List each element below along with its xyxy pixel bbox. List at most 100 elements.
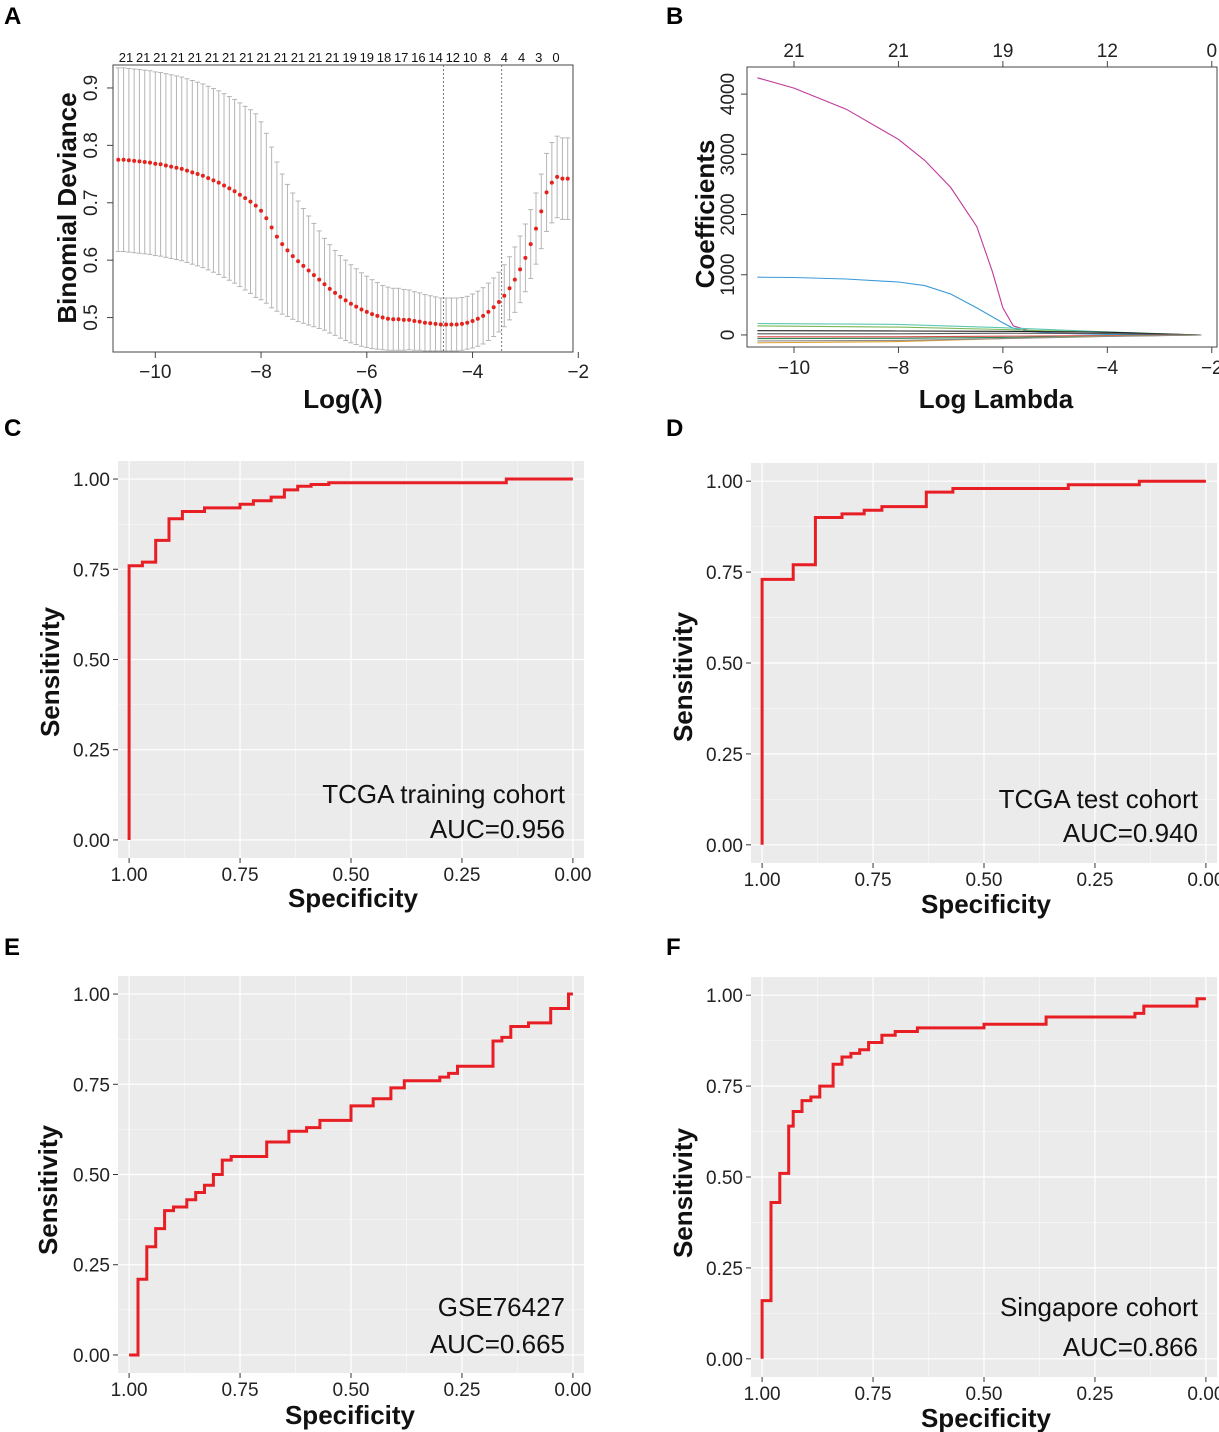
y-tick-label-0: 0: [718, 330, 739, 341]
cv-point-43: [343, 298, 348, 303]
x-tick-label-1: 0.75: [222, 865, 259, 886]
top-axis-label-1: 21: [136, 50, 150, 65]
cv-point-64: [454, 322, 459, 327]
y-tick-label-4: 1.00: [73, 985, 110, 1006]
top-axis-label-20: 10: [463, 50, 477, 65]
cv-point-49: [375, 313, 380, 318]
panel-a-y-label: Binomial Deviance: [52, 92, 82, 323]
top-axis-label-15: 18: [377, 50, 391, 65]
cv-point-52: [391, 317, 396, 322]
cv-point-70: [486, 309, 491, 314]
top-axis-label-3: 21: [170, 50, 184, 65]
cv-point-1: [121, 157, 126, 162]
top-axis-label-16: 17: [394, 50, 408, 65]
y-tick-label-1: 1000: [718, 254, 739, 296]
y-tick-label-0: 0.00: [73, 1346, 110, 1367]
top-axis-label-24: 3: [535, 50, 542, 65]
cv-point-14: [190, 170, 195, 175]
y-tick-label-3: 3000: [718, 133, 739, 175]
coef-path-10: [757, 334, 1202, 342]
x-tick-label-4: 0.00: [554, 1380, 591, 1401]
cv-point-9: [163, 163, 168, 168]
cv-point-8: [158, 162, 163, 167]
cv-point-31: [280, 242, 285, 247]
roc-curve: [760, 997, 1206, 1359]
cv-point-62: [444, 322, 449, 327]
cv-point-48: [370, 312, 375, 317]
top-tick-label-1: 21: [888, 41, 909, 62]
x-tick-label-1: −8: [888, 358, 910, 379]
panel-e-y-ticks: 0.00 0.25 0.50 0.75 1.00: [73, 985, 118, 1367]
top-axis-label-25: 0: [552, 50, 559, 65]
y-tick-label-0: 0.00: [706, 1350, 743, 1371]
cv-point-40: [327, 286, 332, 291]
x-tick-label-0: 1.00: [744, 1384, 781, 1405]
panel-d-x-label: Specificity: [921, 889, 1052, 919]
panel-c-y-label: Sensitivity: [35, 606, 65, 737]
top-tick-label-0: 21: [783, 41, 804, 62]
x-tick-label-2: −6: [356, 362, 378, 383]
cv-point-57: [417, 319, 422, 324]
x-tick-label-2: 0.50: [966, 1384, 1003, 1405]
cv-point-45: [354, 304, 359, 309]
cv-point-76: [518, 267, 523, 272]
cv-point-81: [544, 190, 549, 195]
cv-point-47: [364, 309, 369, 314]
top-tick-label-4: 0: [1206, 41, 1217, 62]
cv-point-83: [555, 174, 560, 179]
panel-b-y-ticks: 0 1000 2000 3000 4000: [718, 73, 747, 340]
y-tick-label-2: 0.50: [73, 1166, 110, 1187]
panel-f-x-label: Specificity: [921, 1403, 1052, 1432]
cv-point-56: [412, 319, 417, 324]
x-tick-label-4: 0.00: [1187, 1384, 1219, 1405]
panel-a-y-ticks: 0.5 0.6 0.7 0.8 0.9: [81, 75, 113, 331]
x-tick-label-0: −10: [139, 362, 171, 383]
cv-point-41: [333, 290, 338, 295]
cv-point-65: [459, 321, 464, 326]
top-axis-label-23: 4: [518, 50, 525, 65]
panel-b-series: [757, 77, 1202, 344]
cv-point-51: [385, 316, 390, 321]
top-axis-label-0: 21: [119, 50, 133, 65]
roc-curve: [127, 477, 573, 840]
panel-e-x-ticks: 1.00 0.75 0.50 0.25 0.00: [111, 1373, 591, 1401]
cv-point-4: [137, 159, 142, 164]
panel-c-roc: 1.00 0.75 0.50 0.25 0.00 0.000.250.500.751.0…: [35, 461, 591, 913]
top-axis-label-8: 21: [256, 50, 270, 65]
top-axis-label-17: 16: [411, 50, 425, 65]
panel-d-y-label: Sensitivity: [668, 611, 698, 742]
cv-point-21: [227, 186, 232, 191]
x-tick-label-0: 1.00: [111, 1380, 148, 1401]
cv-point-46: [359, 307, 364, 312]
panel-f-auc-label: AUC=0.866: [1063, 1332, 1198, 1362]
panel-letter-d: D: [666, 415, 683, 442]
y-tick-label-4: 1.00: [706, 472, 743, 493]
panel-e-grid: [118, 976, 584, 1373]
y-tick-label-4: 4000: [718, 73, 739, 115]
top-axis-label-21: 8: [484, 50, 491, 65]
top-tick-label-2: 19: [992, 41, 1013, 62]
x-tick-label-1: 0.75: [855, 1384, 892, 1405]
roc-curve: [129, 992, 573, 1357]
cv-point-53: [396, 317, 401, 322]
panel-b-x-ticks: −10 −8 −6 −4 −2: [778, 347, 1219, 379]
y-tick-label-2: 0.50: [706, 654, 743, 675]
cv-point-3: [132, 158, 137, 163]
cv-point-10: [169, 164, 174, 169]
cv-point-84: [560, 176, 565, 181]
y-tick-label-4: 1.00: [73, 470, 110, 491]
panel-b-top-axis: 21 21 19 12 0: [783, 41, 1217, 67]
cv-point-20: [222, 183, 227, 188]
panel-f-y-label: Sensitivity: [668, 1127, 698, 1258]
cv-point-60: [433, 321, 438, 326]
top-axis-label-14: 19: [360, 50, 374, 65]
cv-point-33: [290, 254, 295, 259]
cv-point-2: [126, 158, 131, 163]
y-tick-label-2: 2000: [718, 193, 739, 235]
top-axis-label-11: 21: [308, 50, 322, 65]
panel-d-curve-group: [760, 479, 1206, 845]
cv-point-18: [211, 178, 216, 183]
panel-letter-c: C: [4, 415, 21, 442]
top-axis-label-4: 21: [188, 50, 202, 65]
coef-path-5: [757, 330, 1202, 336]
